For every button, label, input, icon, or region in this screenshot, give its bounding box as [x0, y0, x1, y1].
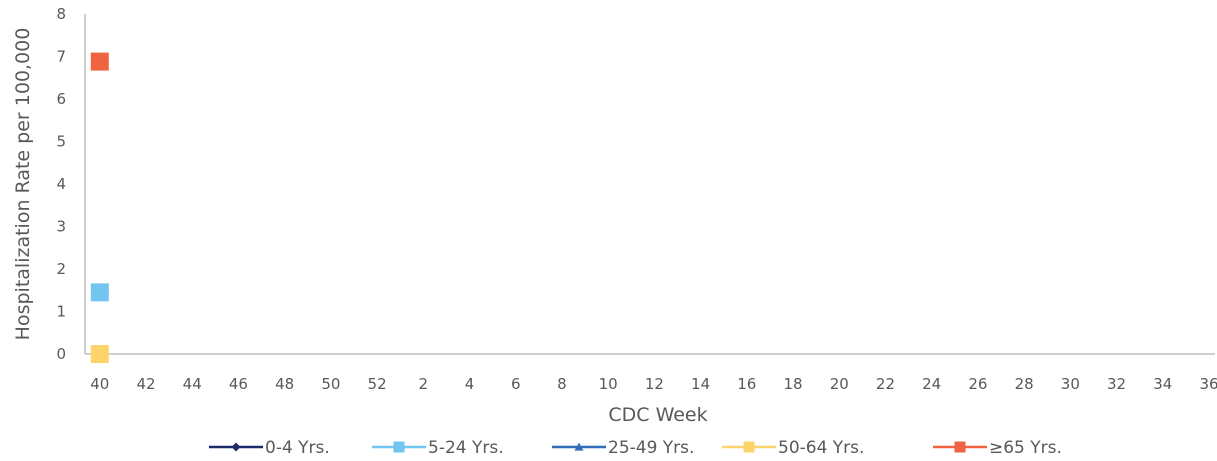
legend-label: 50-64 Yrs.	[778, 438, 864, 458]
x-tick-label: 42	[136, 375, 155, 393]
x-tick-label: 6	[511, 375, 521, 393]
x-tick-label: 40	[90, 375, 109, 393]
x-tick-label: 26	[968, 375, 987, 393]
x-tick-label: 20	[830, 375, 849, 393]
x-tick-label: 52	[368, 375, 387, 393]
x-tick-label: 8	[557, 375, 567, 393]
x-tick-label: 12	[645, 375, 664, 393]
legend-marker	[393, 441, 405, 453]
data-point	[90, 283, 109, 302]
y-tick-label: 8	[56, 5, 66, 23]
y-tick-label: 5	[56, 133, 66, 151]
y-axis-title: Hospitalization Rate per 100,000	[12, 28, 34, 341]
y-tick-label: 0	[56, 345, 66, 363]
legend-marker	[574, 442, 584, 451]
legend-label: 25-49 Yrs.	[608, 438, 694, 458]
legend-label: ≥65 Yrs.	[989, 438, 1062, 458]
y-tick-label: 6	[56, 90, 66, 108]
x-tick-label: 18	[783, 375, 802, 393]
x-tick-label: 28	[1015, 375, 1034, 393]
x-tick-label: 10	[599, 375, 618, 393]
y-tick-label: 3	[56, 218, 66, 236]
x-tick-label: 48	[275, 375, 294, 393]
x-tick-label: 36	[1199, 375, 1217, 393]
legend-label: 5-24 Yrs.	[428, 438, 504, 458]
x-tick-label: 34	[1153, 375, 1172, 393]
x-tick-label: 30	[1061, 375, 1080, 393]
x-tick-label: 2	[419, 375, 429, 393]
x-tick-label: 24	[922, 375, 941, 393]
legend-label: 0-4 Yrs.	[265, 438, 330, 458]
x-tick-label: 46	[229, 375, 248, 393]
x-tick-label: 44	[183, 375, 202, 393]
data-point	[90, 52, 109, 71]
x-tick-label: 16	[737, 375, 756, 393]
x-tick-label: 32	[1107, 375, 1126, 393]
y-tick-label: 1	[56, 303, 66, 321]
x-axis-title: CDC Week	[608, 404, 707, 426]
legend-marker	[954, 441, 966, 453]
x-tick-label: 14	[691, 375, 710, 393]
legend-marker	[231, 442, 241, 452]
legend: 0-4 Yrs. 5-24 Yrs. 25-49 Yrs. 50-64 Yrs. ≥65…	[209, 438, 1062, 458]
data-markers	[90, 52, 109, 363]
x-tick-label: 50	[321, 375, 340, 393]
y-tick-label: 4	[56, 175, 66, 193]
y-tick-label: 2	[56, 260, 66, 278]
x-axis-ticks: 40 42 44 46 48 50 52 2 4 6 8 10 12 14 16 18 20 22 24 26 28 30…	[90, 375, 1217, 393]
data-point	[90, 345, 109, 363]
x-tick-label: 4	[465, 375, 475, 393]
legend-marker	[743, 441, 755, 453]
x-tick-label: 22	[876, 375, 895, 393]
y-axis-ticks: 0 1 2 3 4 5 6 7 8	[56, 5, 66, 363]
y-tick-label: 7	[56, 48, 66, 66]
